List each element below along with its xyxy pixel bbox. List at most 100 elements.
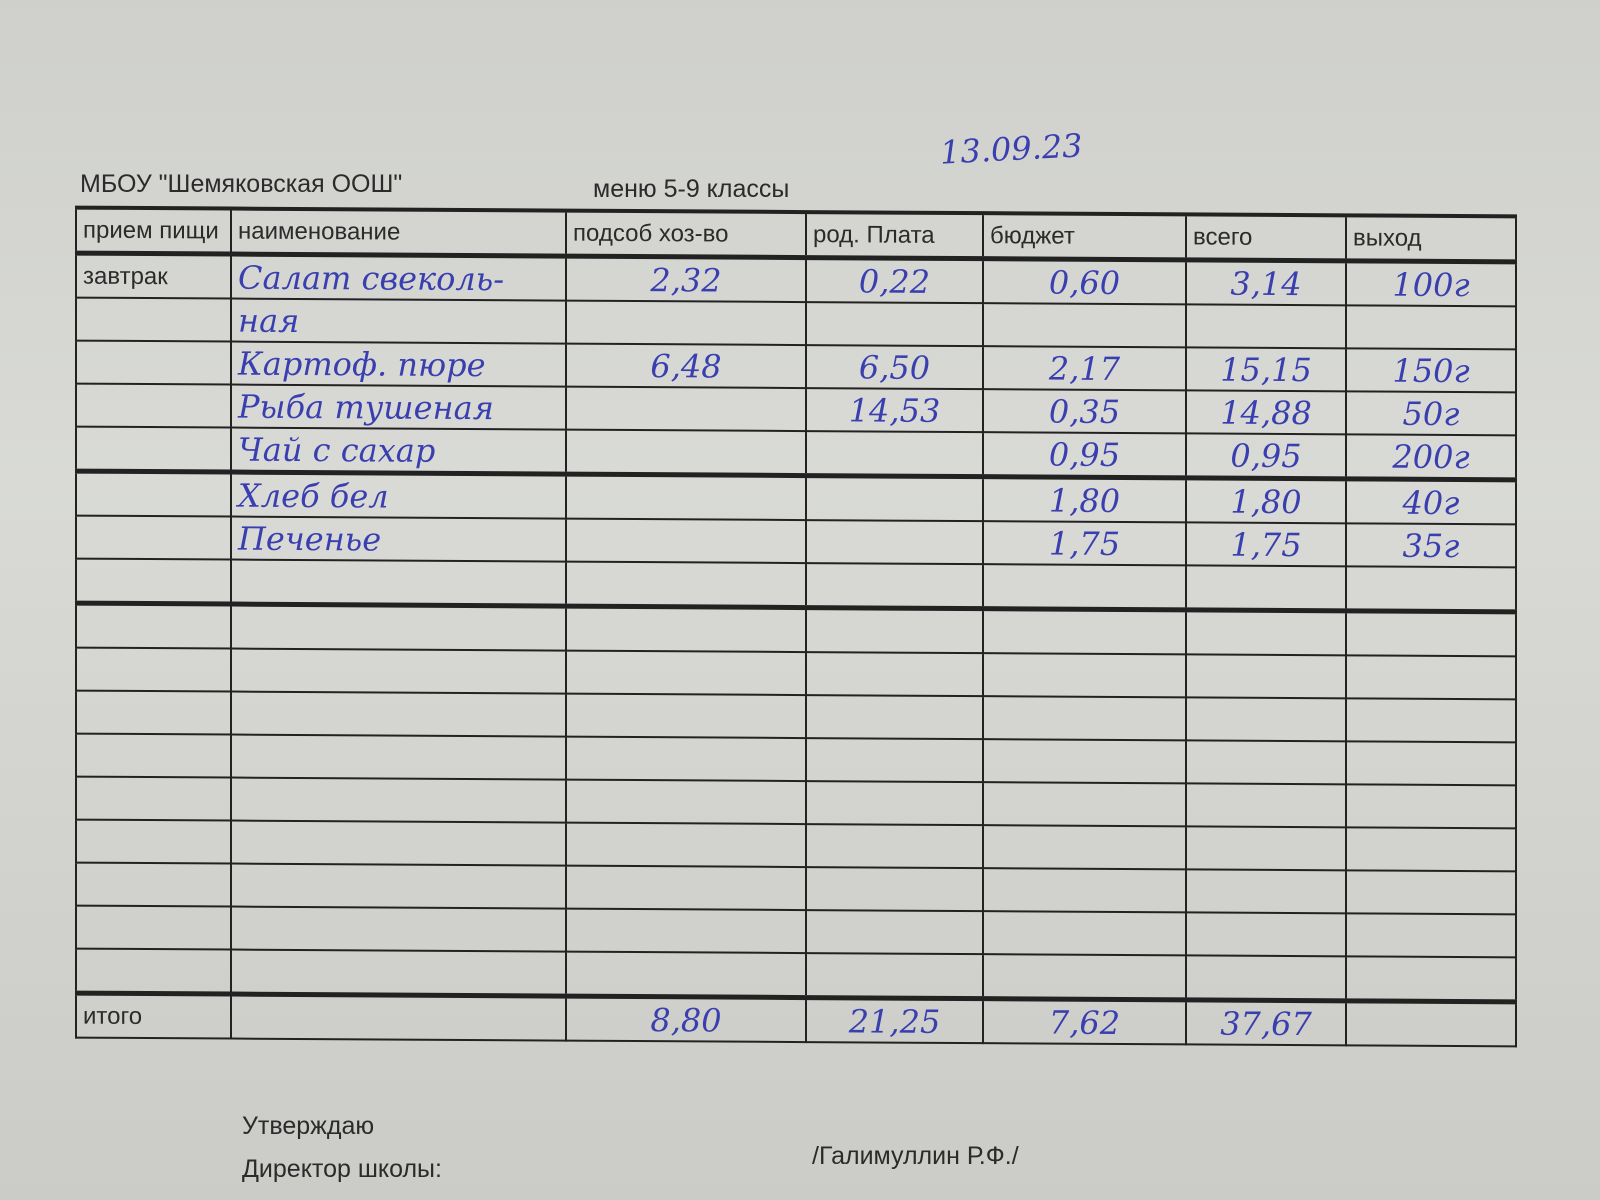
cell-4 <box>983 911 1186 956</box>
cell-4: 1,75 <box>983 521 1186 566</box>
cell-3 <box>806 431 983 477</box>
cell-4: 7,62 <box>983 998 1186 1045</box>
cell-5 <box>1186 654 1346 699</box>
cell-1 <box>231 734 566 780</box>
cell-5 <box>1186 912 1346 957</box>
cell-3 <box>806 695 983 740</box>
cell-3 <box>806 607 983 654</box>
cell-0 <box>76 690 231 735</box>
cell-3: 21,25 <box>806 997 983 1044</box>
cell-4: 0,95 <box>983 432 1186 478</box>
cell-3: 0,22 <box>806 257 983 304</box>
cell-3 <box>806 520 983 565</box>
cell-6: 50г <box>1346 391 1516 436</box>
school-name: МБОУ "Шемяковская ООШ" <box>80 170 403 198</box>
cell-6 <box>1346 784 1516 829</box>
cell-2 <box>566 300 806 346</box>
cell-4 <box>983 564 1186 610</box>
cell-1 <box>231 863 566 909</box>
cell-1 <box>231 559 566 607</box>
cell-4 <box>983 653 1186 698</box>
cell-1: Чай с сахар <box>231 427 566 475</box>
cell-3 <box>806 563 983 609</box>
cell-3 <box>806 738 983 783</box>
cell-5: 1,75 <box>1186 522 1346 567</box>
cell-4 <box>983 608 1186 655</box>
cell-6 <box>1346 655 1516 700</box>
cell-2 <box>566 429 806 476</box>
cell-0: прием пищи <box>76 207 231 255</box>
cell-3: 14,53 <box>806 388 983 433</box>
cell-6 <box>1346 913 1516 958</box>
cell-1: Картоф. пюре <box>231 341 566 387</box>
cell-0 <box>76 948 231 995</box>
cell-0 <box>76 647 231 692</box>
cell-5 <box>1186 565 1346 611</box>
cell-0 <box>76 426 231 473</box>
cell-4: 1,80 <box>983 476 1186 523</box>
cell-2 <box>566 474 806 521</box>
cell-5 <box>1186 955 1346 1001</box>
cell-6 <box>1346 741 1516 786</box>
cell-0 <box>76 862 231 907</box>
cell-6: 100г <box>1346 260 1516 307</box>
cell-6 <box>1346 870 1516 915</box>
director-label: Директор школы: <box>242 1155 442 1183</box>
cell-6 <box>1346 956 1516 1002</box>
cell-3 <box>806 475 983 522</box>
cell-6: 35г <box>1346 523 1516 568</box>
cell-2 <box>566 693 806 739</box>
cell-0 <box>76 471 231 517</box>
handwritten-date: 13.09.23 <box>939 126 1084 172</box>
cell-5: 15,15 <box>1186 347 1346 392</box>
cell-0 <box>76 603 231 649</box>
cell-3 <box>806 302 983 347</box>
cell-2 <box>566 908 806 954</box>
cell-3 <box>806 781 983 826</box>
cell-0 <box>76 558 231 605</box>
cell-1: Хлеб бел <box>231 472 566 519</box>
cell-3 <box>806 953 983 999</box>
cell-3 <box>806 910 983 955</box>
menu-title: меню 5-9 классы <box>593 175 790 203</box>
cell-1 <box>231 949 566 997</box>
cell-2 <box>566 736 806 782</box>
cell-2 <box>566 865 806 911</box>
cell-4 <box>983 739 1186 784</box>
cell-6: 200г <box>1346 434 1516 480</box>
cell-5 <box>1186 826 1346 871</box>
cell-1 <box>231 604 566 651</box>
cell-1: Салат свеколь- <box>231 254 566 301</box>
cell-0 <box>76 819 231 864</box>
cell-0 <box>76 776 231 821</box>
cell-6: выход <box>1346 215 1516 262</box>
cell-2 <box>566 650 806 696</box>
cell-3: 6,50 <box>806 345 983 390</box>
cell-2 <box>566 606 806 653</box>
cell-0 <box>76 515 231 560</box>
cell-6 <box>1346 827 1516 872</box>
cell-5: 0,95 <box>1186 433 1346 479</box>
cell-0 <box>76 340 231 385</box>
cell-0: итого <box>76 993 231 1039</box>
cell-5: 1,80 <box>1186 477 1346 524</box>
cell-1 <box>231 691 566 737</box>
cell-6: 40г <box>1346 478 1516 525</box>
cell-6 <box>1346 698 1516 743</box>
cell-0 <box>76 733 231 778</box>
cell-6 <box>1346 610 1516 657</box>
cell-1 <box>231 994 566 1041</box>
cell-4 <box>983 696 1186 741</box>
cell-4 <box>983 868 1186 913</box>
cell-0 <box>76 905 231 950</box>
cell-3 <box>806 652 983 697</box>
total-row: итого 8,80 21,25 7,62 37,67 <box>76 993 1516 1047</box>
cell-4 <box>983 303 1186 348</box>
cell-4 <box>983 954 1186 1000</box>
cell-5 <box>1186 304 1346 349</box>
cell-4: 0,35 <box>983 389 1186 434</box>
cell-1: Рыба тушеная <box>231 384 566 430</box>
cell-1: наименование <box>231 208 566 257</box>
cell-5: всего <box>1186 214 1346 261</box>
cell-4 <box>983 782 1186 827</box>
